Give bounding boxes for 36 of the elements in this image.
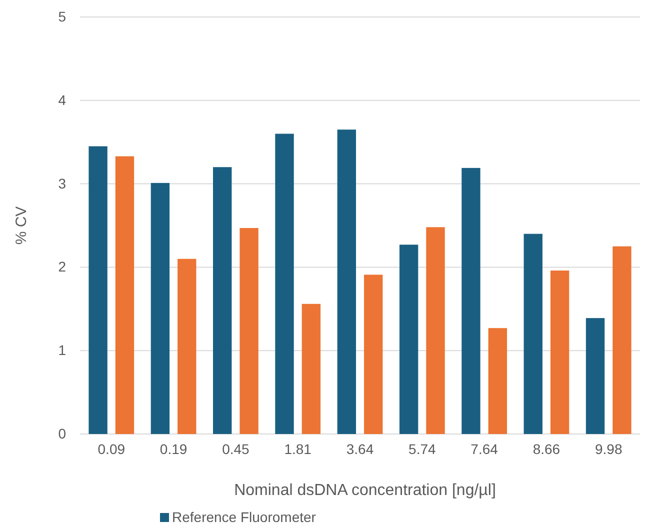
x-tick-label: 5.74 [408, 440, 436, 457]
y-tick-label: 4 [58, 92, 66, 108]
y-tick-label: 1 [58, 342, 66, 358]
y-axis-title: % CV [13, 206, 30, 245]
y-tick-label: 5 [58, 8, 66, 24]
x-tick-label: 0.09 [98, 440, 126, 457]
bar [612, 246, 632, 434]
bar [88, 146, 108, 434]
bar [178, 258, 196, 434]
bar [426, 227, 445, 434]
bar [399, 244, 418, 434]
x-axis-title: Nominal dsDNA concentration [ng/µl] [234, 482, 496, 499]
bar [275, 134, 294, 434]
bar [115, 156, 134, 434]
bar [550, 270, 570, 434]
x-tick-label: 0.45 [222, 440, 250, 457]
y-tick-label: 0 [58, 425, 66, 442]
bar [462, 168, 480, 434]
x-tick-label: 3.64 [346, 440, 374, 457]
x-tick-label: 9.98 [594, 440, 622, 457]
bar [240, 228, 258, 434]
bar [524, 234, 542, 434]
bar [364, 274, 383, 434]
y-tick-label: 3 [58, 175, 66, 192]
bar [150, 182, 170, 434]
bar [488, 328, 507, 434]
x-tick-label: 8.66 [532, 440, 560, 457]
bar [302, 304, 321, 434]
x-tick-label: 0.19 [160, 440, 188, 457]
bar [337, 130, 356, 434]
bar [213, 167, 232, 434]
legend-label: Reference Fluorometer [172, 509, 316, 525]
y-tick-label: 2 [58, 258, 66, 275]
bar [586, 318, 605, 434]
x-tick-label: 7.64 [470, 440, 498, 457]
x-tick-label: 1.81 [284, 440, 312, 457]
